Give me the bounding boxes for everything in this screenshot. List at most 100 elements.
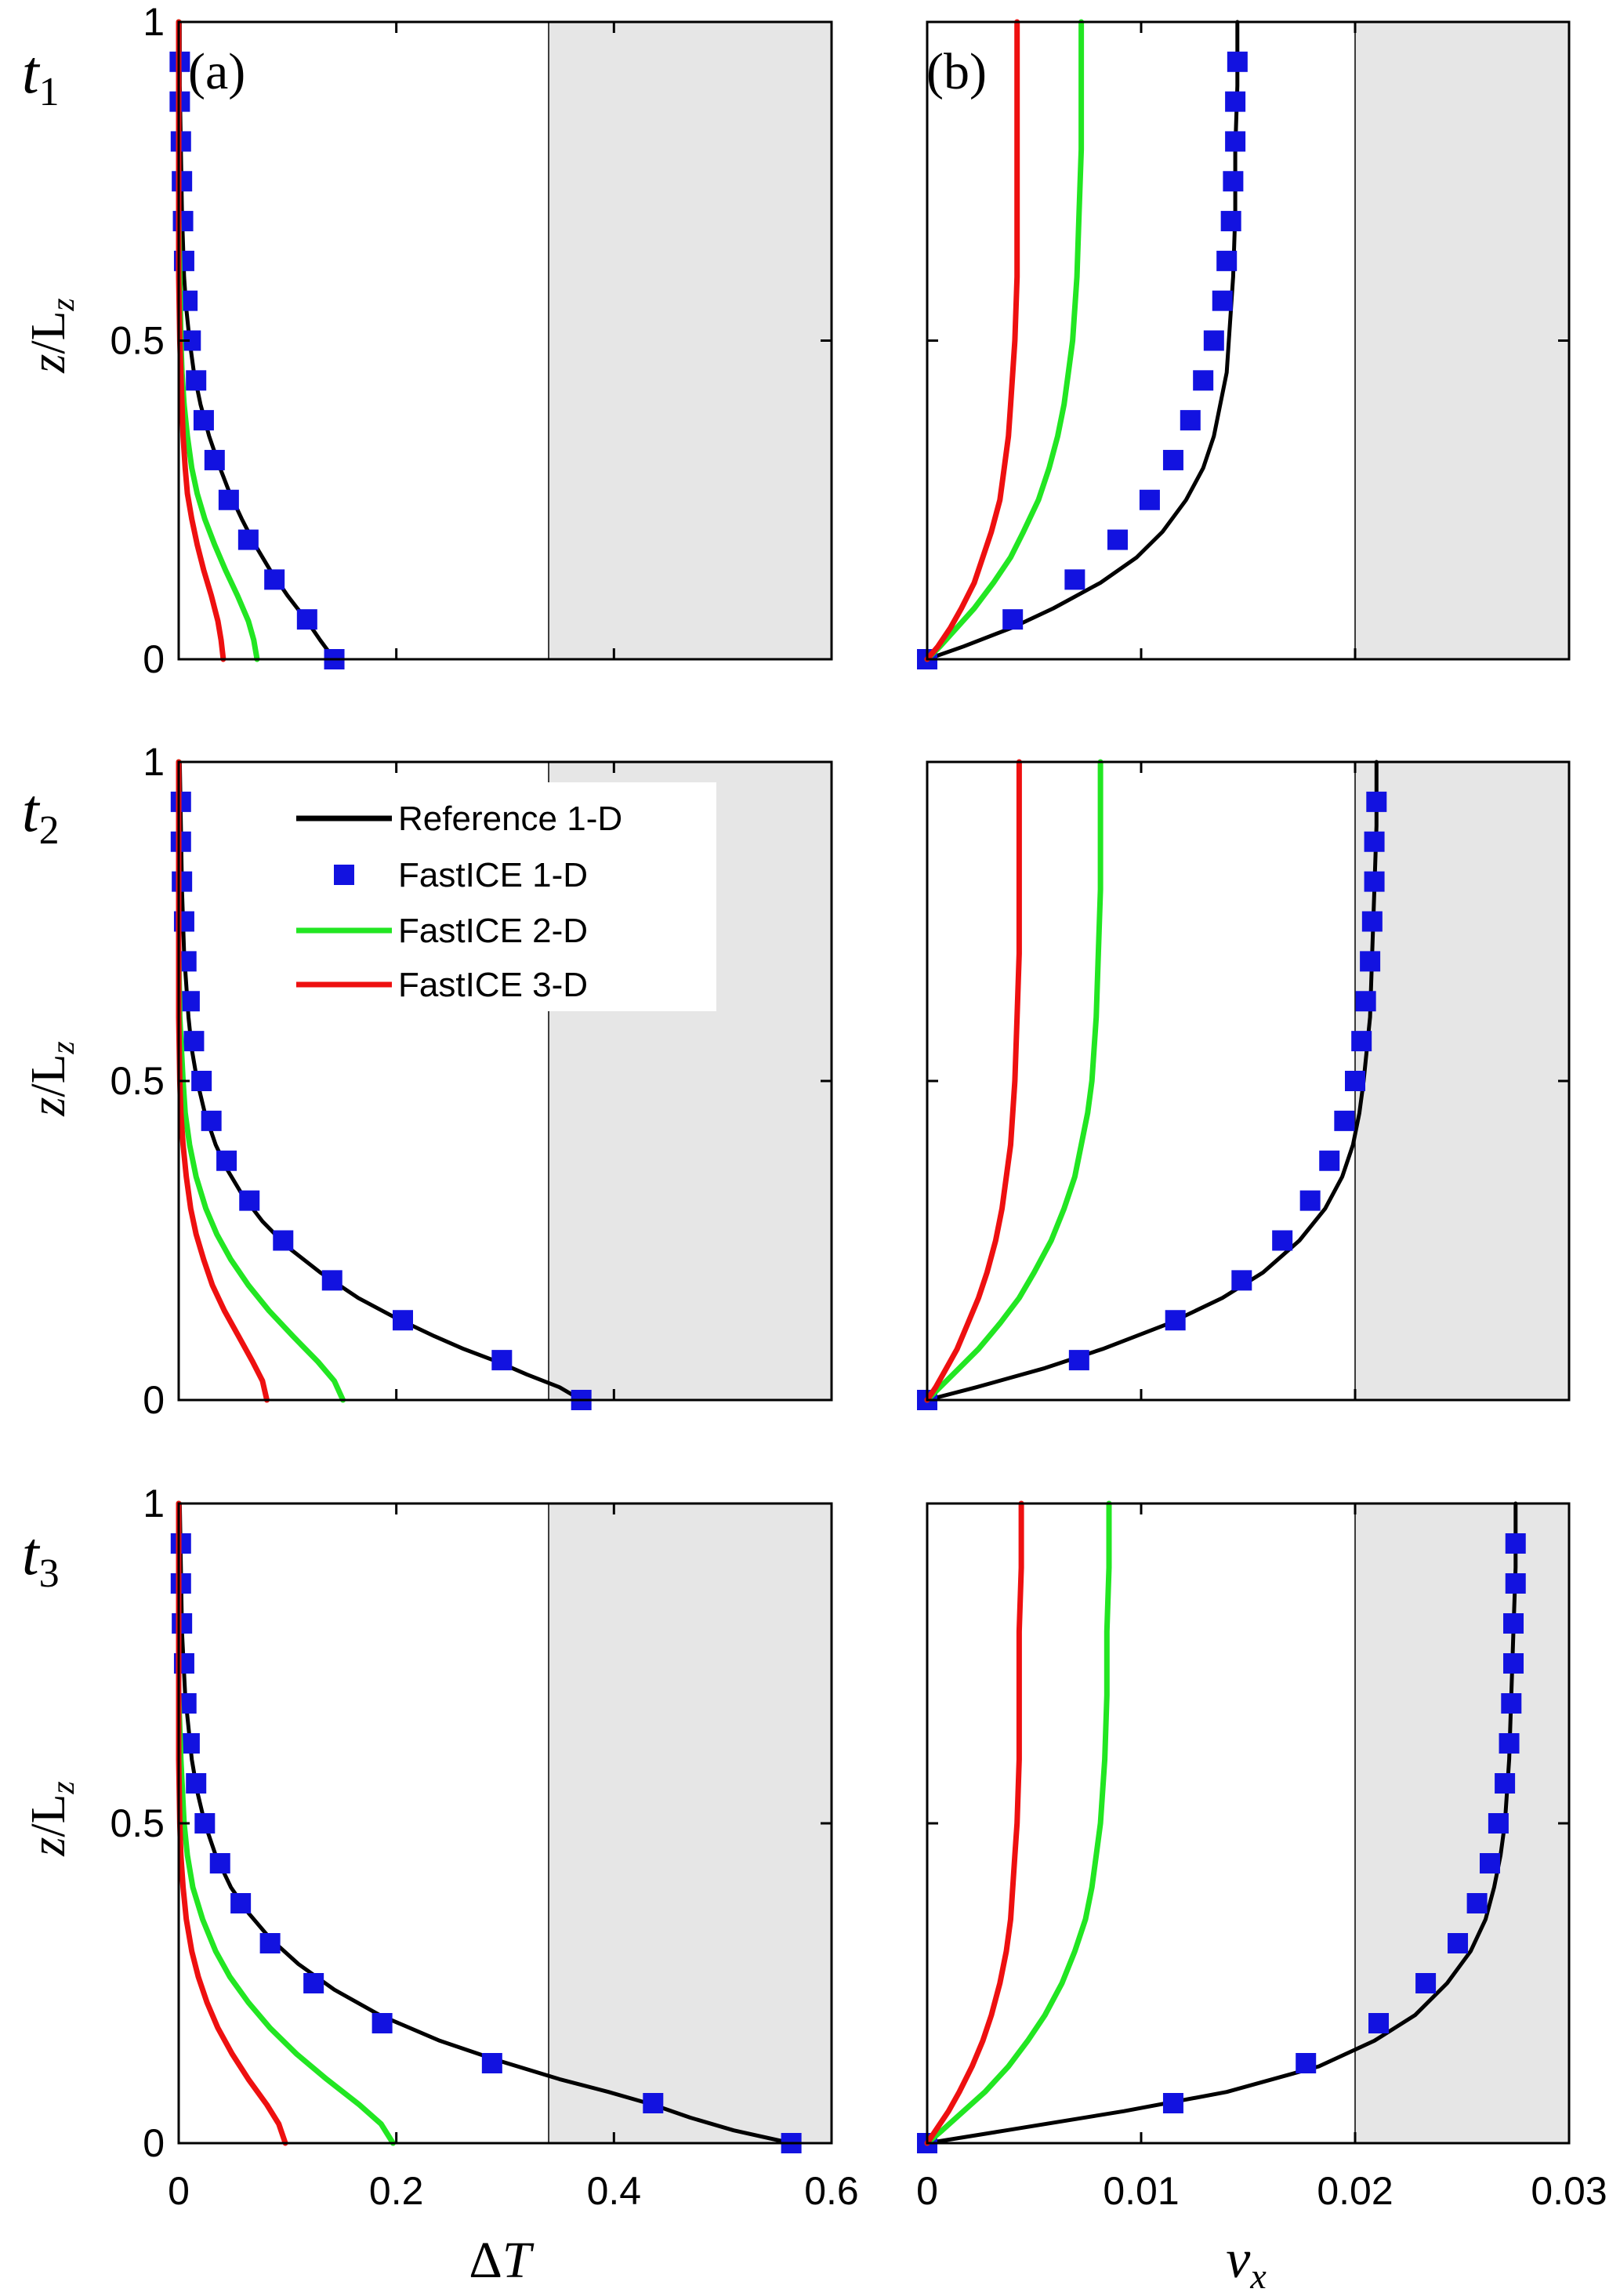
panel-b-t2-marker-7 [1334, 1110, 1355, 1131]
panel-b-t3-marker-1 [1162, 2093, 1183, 2113]
panel-b-t2-marker-4 [1272, 1230, 1293, 1251]
panel-b-t1-marker-10 [1216, 250, 1238, 271]
panel-b-t2-marker-2 [1165, 1310, 1186, 1331]
panel-b-t1-marker-2 [1064, 569, 1085, 590]
panel-a-t1-marker-6 [193, 410, 214, 431]
panel-b-t3-marker-5 [1448, 1933, 1469, 1953]
panel-a-t3-marker-6 [230, 1893, 252, 1913]
panel-b-t2-series-fastice_2d [924, 759, 1104, 1403]
legend-entry-fastice-1d: FastICE 1-D [334, 856, 588, 894]
panel-b-t1-marker-14 [1225, 91, 1246, 112]
panel-b-t1-series-reference [925, 20, 1240, 662]
panel-b-t2-marker-12 [1361, 911, 1383, 932]
panel-a-t3-ytick-label-0: 0 [143, 2121, 165, 2165]
panel-b-t1-marker-8 [1203, 330, 1224, 351]
panel-b-t3-marker-13 [1503, 1613, 1524, 1634]
panel-a-t1-marker-1 [296, 609, 317, 630]
panel-b-t1-marker-5 [1162, 449, 1183, 470]
panel-a-t1-marker-12 [172, 171, 193, 192]
panel-a-t2-marker-1 [491, 1350, 513, 1371]
panel-b-t2-marker-14 [1364, 831, 1385, 852]
legend-label-fastice-3d: FastICE 3-D [398, 966, 588, 1004]
panel-b-t3-marker-12 [1503, 1653, 1524, 1674]
panel-b-t3-xtick-label-1: 0.01 [1103, 2169, 1179, 2213]
panel-a-t1-marker-4 [218, 489, 239, 510]
panel-b-t1-marker-13 [1225, 131, 1246, 152]
panel-b-t1-series-fastice_3d [924, 19, 1020, 662]
panel-a-t2-ytick-label-2: 1 [143, 740, 165, 784]
panel-a-t3-marker-9 [186, 1773, 207, 1794]
panel-a-t1-ytick-label-0: 0 [143, 637, 165, 681]
legend-swatch-fastice-1d [334, 865, 354, 885]
panel-a-t3-marker-13 [172, 1613, 193, 1634]
panel-a-t2-marker-4 [273, 1230, 294, 1251]
panel-b-t2-marker-15 [1366, 791, 1387, 812]
panel-a-t2-marker-8 [191, 1071, 212, 1091]
panel-a-t3-series-reference [177, 1501, 794, 2145]
panel-b-t1-marker-6 [1180, 410, 1201, 431]
panel-a-t1-marker-3 [237, 529, 259, 550]
panel-a-t1-marker-2 [264, 569, 285, 590]
panel-label-a: (a) [188, 43, 245, 100]
panel-a-t1-marker-11 [172, 211, 194, 232]
panel-a-t2-marker-7 [201, 1110, 222, 1131]
legend-entry-reference: Reference 1-D [296, 800, 622, 838]
panel-a-t2-marker-10 [179, 991, 200, 1012]
panel-a-t2-ytick-label-1: 0.5 [110, 1059, 165, 1103]
panel-a-t1-ytick-label-2: 1 [143, 0, 165, 44]
panel-b-t1-marker-7 [1193, 370, 1214, 391]
panel-b-t1-series-fastice_2d [924, 19, 1085, 662]
panel-b-t1-marker-3 [1107, 529, 1128, 550]
panel-a-t2-marker-5 [239, 1190, 260, 1211]
panel-b-t2-marker-11 [1360, 951, 1381, 972]
panel-b-t1-marker-4 [1139, 489, 1160, 510]
panel-a-t2-marker-9 [183, 1031, 205, 1052]
panel-a-t3-xtick-label-0: 0 [168, 2169, 190, 2213]
panel-b-t3-series-fastice_3d [924, 1500, 1024, 2146]
panel-a-t3-marker-4 [303, 1973, 324, 1993]
panel-b-t3-xtick-label-3: 0.03 [1531, 2169, 1607, 2213]
panel-label-b: (b) [926, 43, 987, 100]
panel-a-t3-xtick-label-1: 0.2 [369, 2169, 424, 2213]
panel-b-t3: 0 0.01 0.02 0.03 [916, 1500, 1607, 2213]
panel-a-t1-ytick-label-1: 0.5 [110, 319, 165, 363]
panel-a-t3-ytick-label-1: 0.5 [110, 1801, 165, 1845]
panel-b-t1-series-fastice_1d [917, 51, 1248, 669]
panel-a-t3-shaded-region [548, 1503, 832, 2144]
panel-b-t2-marker-8 [1345, 1071, 1365, 1091]
panel-b-t3-marker-14 [1505, 1573, 1526, 1594]
panel-b-t1-marker-15 [1227, 51, 1248, 72]
panel-b-t2 [917, 759, 1571, 1410]
panel-b-t2-marker-6 [1319, 1150, 1340, 1171]
panel-b-t3-marker-15 [1505, 1533, 1526, 1554]
panel-b-t1-marker-9 [1212, 290, 1233, 311]
ylabel-row3: z/Lz [22, 1781, 82, 1857]
panel-b-t2-shaded-region [1354, 761, 1570, 1401]
legend-label-fastice-1d: FastICE 1-D [398, 856, 588, 894]
panel-b-t2-marker-3 [1231, 1270, 1252, 1291]
panel-a-t1-shaded-region [548, 21, 832, 660]
legend-label-fastice-2d: FastICE 2-D [398, 912, 588, 950]
panel-b-t2-marker-5 [1299, 1190, 1321, 1211]
panel-a-t3-marker-5 [259, 1933, 281, 1953]
panel-b-t3-marker-11 [1501, 1693, 1522, 1714]
panel-a-t3-marker-7 [209, 1853, 230, 1873]
legend-entry-fastice-3d: FastICE 3-D [296, 966, 588, 1004]
panel-b-t3-marker-4 [1415, 1973, 1437, 1993]
panel-a-t1: 00.51 [110, 0, 833, 681]
panel-b-t3-marker-6 [1466, 1893, 1488, 1913]
panel-b-t2-marker-13 [1364, 871, 1385, 892]
legend-entry-fastice-2d: FastICE 2-D [296, 912, 588, 950]
panel-b-t3-xtick-label-2: 0.02 [1317, 2169, 1393, 2213]
panel-a-t3-marker-2 [481, 2053, 502, 2073]
panel-b-t2-series-fastice_1d [917, 791, 1387, 1410]
panel-a-t3: 0 0.2 0.4 0.6 0 0.5 1 [110, 1482, 858, 2213]
panel-b-t2-marker-9 [1351, 1031, 1372, 1052]
xlabel-b: vx [1226, 2229, 1267, 2296]
panel-b-t2-series-fastice_3d [924, 759, 1022, 1403]
panel-a-t3-marker-3 [371, 2013, 393, 2033]
panel-b-t3-shaded-region [1354, 1503, 1570, 2144]
panel-b-t2-series-reference [925, 760, 1379, 1402]
panel-a-t1-marker-7 [186, 370, 207, 391]
